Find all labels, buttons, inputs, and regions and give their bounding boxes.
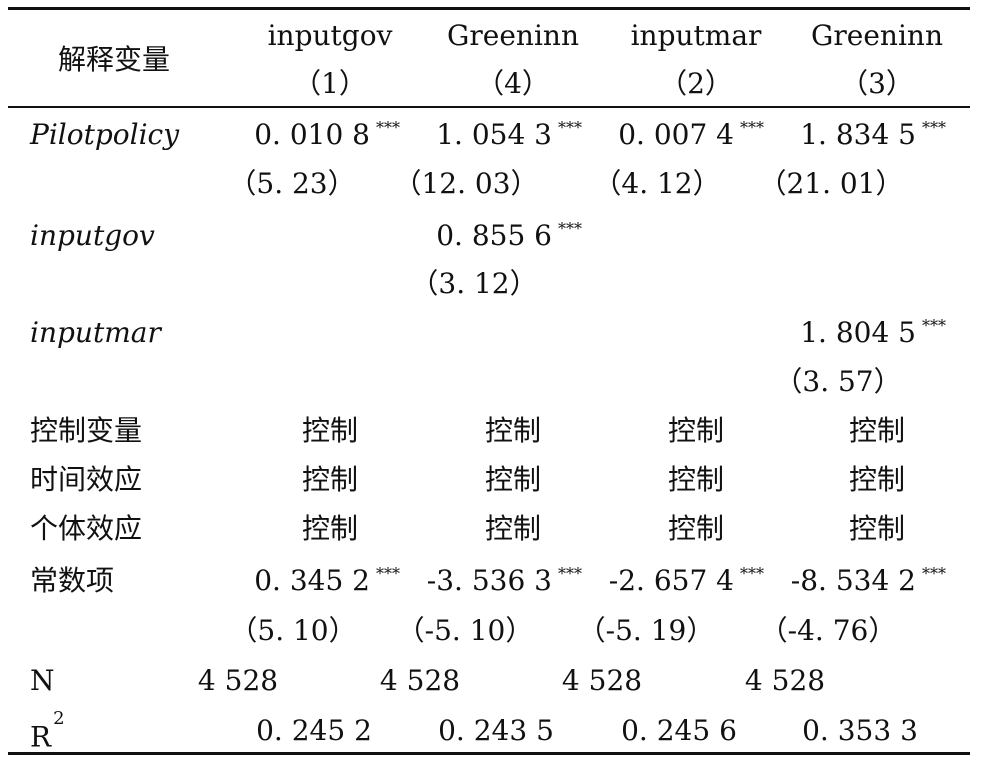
individual-effect-1: 控制	[301, 512, 359, 545]
time-effect-4: 控制	[848, 463, 906, 496]
r2-4: 0. 353 3	[802, 714, 918, 747]
inputmar-stars: ***	[922, 316, 946, 335]
table-top-rule	[8, 7, 970, 10]
controls-2: 控制	[484, 414, 542, 447]
table-bottom-rule	[8, 752, 970, 755]
inputmar-tstat: （3. 57）	[774, 365, 902, 398]
row-label-constant: 常数项	[30, 564, 115, 597]
row-label-r-squared: R2	[30, 708, 65, 754]
const-tstat-1: （5. 10）	[229, 614, 357, 647]
pilot-tstat-3: （4. 12）	[593, 167, 721, 200]
controls-4: 控制	[848, 414, 906, 447]
pilot-stars-2: ***	[558, 118, 582, 137]
const-stars-3: ***	[740, 564, 764, 583]
pilot-stars-1: ***	[376, 118, 400, 137]
r2-2: 0. 243 5	[438, 714, 554, 747]
n-4: 4 528	[744, 664, 826, 697]
pilot-coef-1: 0. 010 8	[254, 118, 370, 151]
row-label-inputgov: inputgov	[30, 219, 155, 252]
col3-number: （2）	[659, 67, 733, 100]
row-label-time-effect: 时间效应	[30, 463, 143, 496]
row-label-controls: 控制变量	[30, 414, 143, 447]
row-label-pilotpolicy: Pilotpolicy	[30, 118, 180, 151]
inputgov-coef: 0. 855 6	[436, 219, 552, 252]
row-label-individual-effect: 个体效应	[30, 512, 143, 545]
col2-name: Greeninn	[447, 19, 579, 52]
individual-effect-3: 控制	[667, 512, 725, 545]
col3-name: inputmar	[630, 19, 762, 52]
n-1: 4 528	[197, 664, 279, 697]
inputgov-stars: ***	[558, 219, 582, 238]
const-coef-1: 0. 345 2	[254, 564, 370, 597]
time-effect-1: 控制	[301, 463, 359, 496]
const-tstat-4: （-4. 76）	[759, 614, 897, 647]
r-squared-superscript: 2	[53, 708, 65, 729]
n-3: 4 528	[561, 664, 643, 697]
pilot-coef-3: 0. 007 4	[618, 118, 734, 151]
row-label-n: N	[30, 664, 55, 697]
col4-number: （3）	[840, 67, 914, 100]
col4-name: Greeninn	[811, 19, 943, 52]
pilot-tstat-4: （21. 01）	[758, 167, 904, 200]
col1-number: （1）	[293, 67, 367, 100]
r2-3: 0. 245 6	[621, 714, 737, 747]
time-effect-3: 控制	[667, 463, 725, 496]
const-coef-3: -2. 657 4	[608, 564, 734, 597]
time-effect-2: 控制	[484, 463, 542, 496]
inputmar-coef: 1. 804 5	[800, 316, 916, 349]
pilot-stars-3: ***	[740, 118, 764, 137]
variable-header: 解释变量	[58, 43, 171, 76]
inputgov-tstat: （3. 12）	[410, 267, 538, 300]
pilot-tstat-2: （12. 03）	[393, 167, 539, 200]
const-coef-2: -3. 536 3	[426, 564, 552, 597]
n-2: 4 528	[379, 664, 461, 697]
r2-1: 0. 245 2	[256, 714, 372, 747]
const-stars-2: ***	[558, 564, 582, 583]
const-stars-4: ***	[922, 564, 946, 583]
const-coef-4: -8. 534 2	[790, 564, 916, 597]
r-squared-letter: R	[30, 720, 52, 754]
individual-effect-2: 控制	[484, 512, 542, 545]
pilot-stars-4: ***	[922, 118, 946, 137]
col1-name: inputgov	[267, 19, 393, 52]
pilot-coef-4: 1. 834 5	[800, 118, 916, 151]
row-label-inputmar: inputmar	[30, 316, 161, 349]
table-header-rule	[8, 106, 970, 108]
controls-3: 控制	[667, 414, 725, 447]
controls-1: 控制	[301, 414, 359, 447]
const-stars-1: ***	[376, 564, 400, 583]
pilot-coef-2: 1. 054 3	[436, 118, 552, 151]
pilot-tstat-1: （5. 23）	[228, 167, 356, 200]
const-tstat-2: （-5. 10）	[396, 614, 534, 647]
col2-number: （4）	[476, 67, 550, 100]
const-tstat-3: （-5. 19）	[577, 614, 715, 647]
individual-effect-4: 控制	[848, 512, 906, 545]
